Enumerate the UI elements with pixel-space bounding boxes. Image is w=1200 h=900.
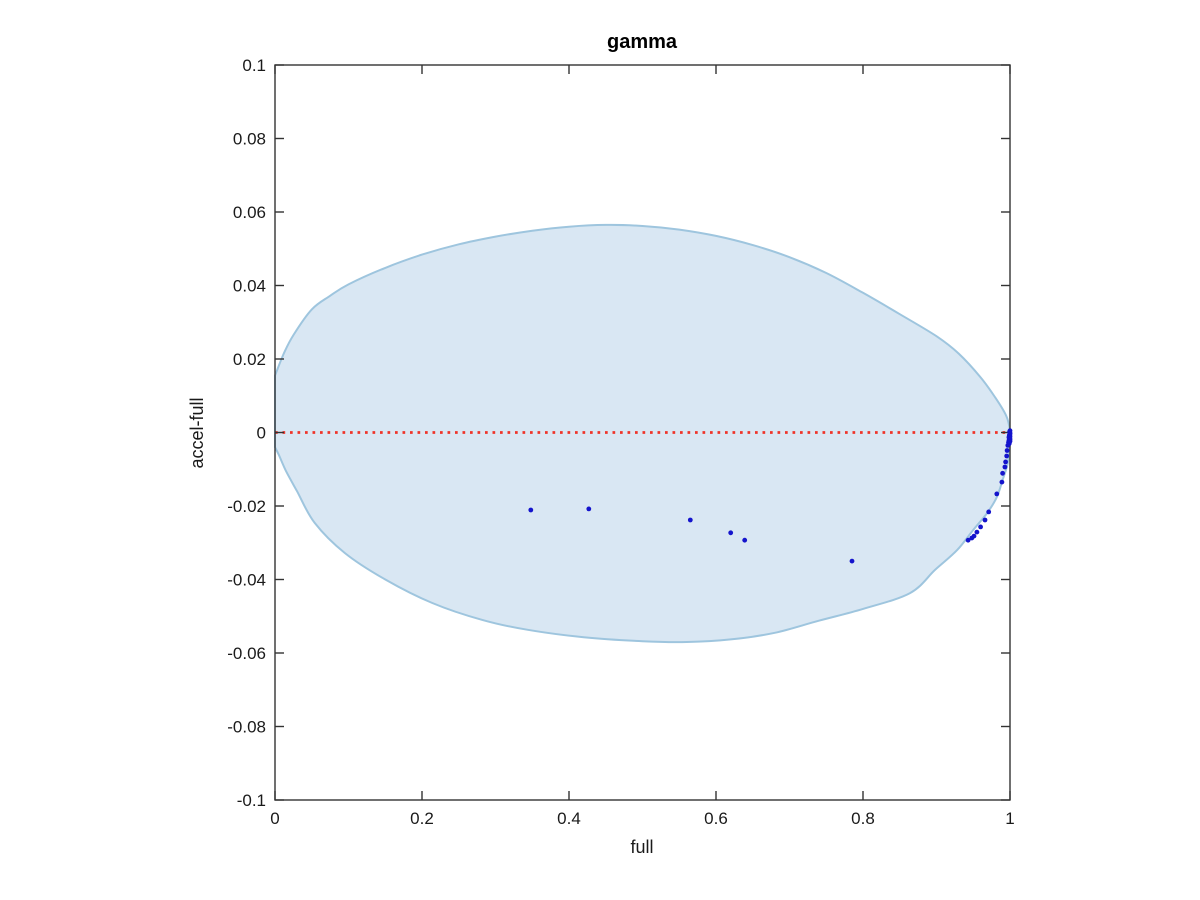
x-axis-label: full	[630, 837, 653, 857]
scatter-point	[1007, 435, 1013, 441]
scatter-point	[1007, 428, 1013, 434]
scatter-point	[986, 509, 992, 515]
scatter-point	[1004, 453, 1010, 459]
scatter-point	[982, 517, 988, 523]
scatter-point	[1000, 470, 1005, 476]
scatter-point	[1004, 448, 1010, 453]
scatter-point	[974, 529, 980, 535]
y-tick-label: -0.02	[227, 497, 266, 516]
x-tick-label: 0.2	[410, 809, 434, 828]
x-tick-label: 0.4	[557, 809, 581, 828]
scatter-point	[999, 479, 1005, 485]
scatter-point	[728, 530, 734, 536]
scatter-point	[528, 507, 534, 513]
scatter-point	[978, 524, 983, 530]
y-tick-label: -0.04	[227, 571, 266, 590]
y-tick-label: 0.1	[242, 56, 266, 75]
y-tick-label: -0.06	[227, 644, 266, 663]
y-tick-label: -0.08	[227, 718, 266, 737]
y-tick-label: -0.1	[237, 791, 266, 810]
scatter-point	[965, 537, 971, 543]
chart-title: gamma	[607, 31, 678, 53]
scatter-point	[971, 533, 977, 539]
plot-area: 0 0.2 0.4 0.6 0.8 1 0.1 0.08 0.06 0.04 0.02 0 -0.02 -…	[227, 56, 1014, 828]
x-tick-label: 0.6	[704, 809, 728, 828]
y-tick-label: 0.06	[233, 203, 266, 222]
x-tick-label: 1	[1005, 809, 1014, 828]
y-tick-label: 0.08	[233, 130, 266, 149]
scatter-point	[849, 558, 855, 564]
y-tick-label: 0.04	[233, 277, 266, 296]
y-tick-label: 0	[257, 424, 266, 443]
y-axis-label: accel-full	[187, 397, 207, 468]
x-tick-label: 0.8	[851, 809, 875, 828]
scatter-point	[742, 537, 748, 543]
scatter-point	[586, 506, 592, 512]
scatter-point	[1003, 459, 1008, 465]
scatter-point	[994, 491, 1000, 497]
x-tick-label: 0	[270, 809, 279, 828]
scatter-point	[687, 517, 693, 523]
scatter-point	[1002, 464, 1008, 470]
y-tick-label: 0.02	[233, 350, 266, 369]
